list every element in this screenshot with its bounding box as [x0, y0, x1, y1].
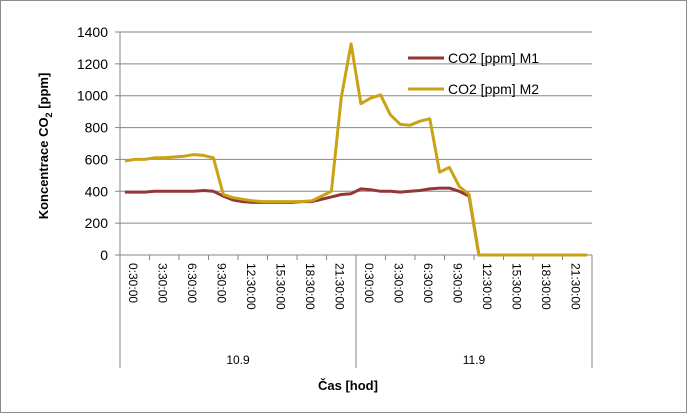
x-tick-label: 0:30:00 — [362, 263, 376, 303]
y-axis: 0 200 400 600 800 1000 1200 1400 — [77, 24, 121, 263]
y-tick-label: 1000 — [77, 88, 108, 104]
x-tick-label: 15:30:00 — [509, 263, 523, 310]
x-tick-label: 9:30:00 — [450, 263, 464, 303]
y-tick-label: 800 — [85, 120, 109, 136]
y-tick-label: 200 — [85, 215, 109, 231]
x-axis-title: Čas [hod] — [318, 378, 378, 393]
y-tick-label: 0 — [100, 247, 108, 263]
y-tick-label: 1200 — [77, 56, 108, 72]
series-lines — [124, 42, 588, 257]
x-tick-label: 21:30:00 — [568, 263, 582, 310]
x-tick-label: 18:30:00 — [303, 263, 317, 310]
legend: CO2 [ppm] M1 CO2 [ppm] M2 — [408, 50, 539, 97]
y-tick-label: 1400 — [77, 24, 108, 40]
x-tick-label: 15:30:00 — [273, 263, 287, 310]
x-tick-label: 3:30:00 — [155, 263, 169, 303]
x-group-label: 10.9 — [226, 353, 250, 367]
x-tick-label: 6:30:00 — [185, 263, 199, 303]
x-axis: 0:30:00 3:30:00 6:30:00 9:30:00 12:30:00 15:3… — [119, 254, 593, 368]
x-tick-label: 9:30:00 — [214, 263, 228, 303]
x-tick-label: 12:30:00 — [480, 263, 494, 310]
series-line-m2 — [124, 42, 588, 257]
x-tick-label: 18:30:00 — [539, 263, 553, 310]
legend-label-m2: CO2 [ppm] M2 — [448, 81, 539, 97]
x-tick-label: 12:30:00 — [244, 263, 258, 310]
legend-label-m1: CO2 [ppm] M1 — [448, 50, 539, 66]
y-tick-label: 600 — [85, 151, 109, 167]
x-tick-label: 0:30:00 — [126, 263, 140, 303]
y-tick-label: 400 — [85, 183, 109, 199]
x-tick-label: 3:30:00 — [391, 263, 405, 303]
x-tick-label: 21:30:00 — [332, 263, 346, 310]
x-tick-label: 6:30:00 — [421, 263, 435, 303]
x-group-label: 11.9 — [463, 353, 486, 367]
y-axis-title: Koncentrace CO2 [ppm] — [36, 73, 54, 220]
